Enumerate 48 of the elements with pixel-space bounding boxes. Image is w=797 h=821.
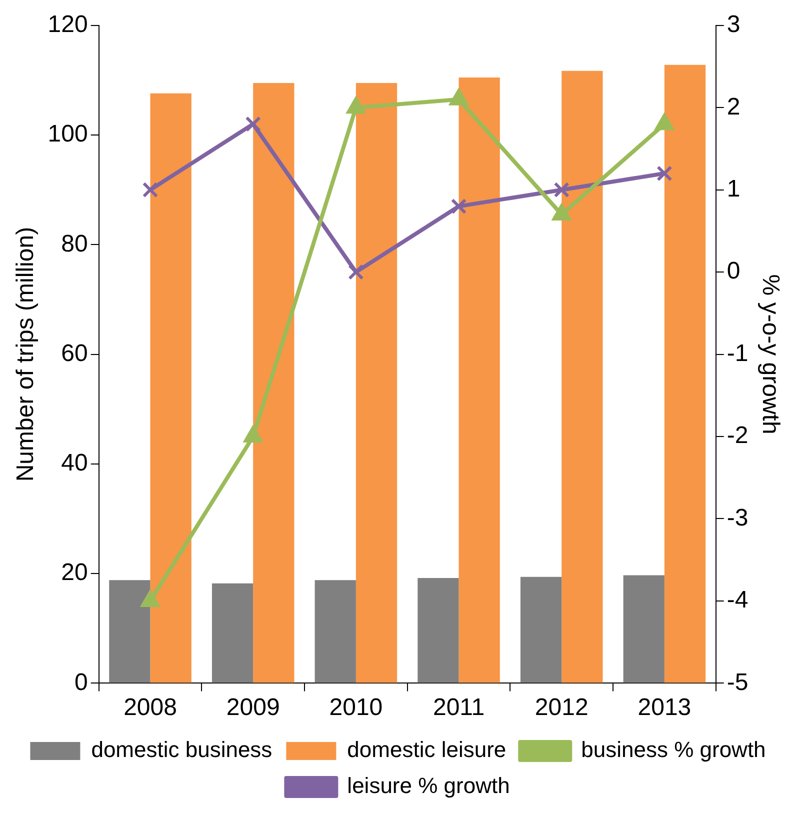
bar <box>520 576 562 683</box>
y2-tick-label: -4 <box>726 586 748 614</box>
y-tick-label: 40 <box>61 450 88 477</box>
legend-label: business % growth <box>581 737 766 762</box>
bar <box>623 575 664 683</box>
point <box>244 426 262 443</box>
y2-tick-label: -1 <box>726 340 748 367</box>
y2-tick-label: 1 <box>726 175 740 202</box>
point <box>140 590 160 607</box>
y2-tick-label: 0 <box>726 258 740 285</box>
bar <box>253 82 294 683</box>
bar <box>314 580 356 683</box>
legend-label: domestic business <box>91 737 272 762</box>
legend-label: leisure % growth <box>347 773 510 798</box>
bar <box>212 583 254 683</box>
y-tick-label: 120 <box>48 11 88 38</box>
y-tick-label: 0 <box>74 668 88 696</box>
bar <box>664 64 706 683</box>
point <box>245 116 261 132</box>
y2-tick-label: 2 <box>726 93 740 120</box>
bar <box>458 77 500 683</box>
x-tick-label: 2009 <box>226 694 280 722</box>
point <box>554 182 570 198</box>
y2-axis-title: % y-o-y growth <box>756 274 784 434</box>
y2-tick-label: -3 <box>726 504 748 532</box>
point <box>450 198 467 214</box>
y-tick-label: 20 <box>61 559 88 586</box>
x-tick-label: 2011 <box>432 694 485 722</box>
x-tick-label: 2012 <box>534 694 588 722</box>
y-tick-label: 80 <box>61 230 88 258</box>
point <box>142 182 158 198</box>
y-tick-label: 60 <box>61 340 88 367</box>
x-tick-label: 2010 <box>329 694 383 722</box>
y2-tick-label: -2 <box>726 422 748 450</box>
y2-tick-label: -5 <box>726 668 748 696</box>
y-tick-label: 100 <box>48 120 88 148</box>
y2-tick-label: 3 <box>726 11 740 38</box>
bar <box>150 93 192 683</box>
bar <box>562 70 603 683</box>
bar <box>418 578 459 683</box>
point <box>348 264 364 280</box>
y-axis-title: Number of trips (million) <box>12 226 40 482</box>
x-tick-label: 2013 <box>638 694 692 722</box>
x-tick-label: 2008 <box>124 694 177 722</box>
point <box>656 166 672 182</box>
bar <box>356 82 398 683</box>
bar <box>109 580 150 683</box>
legend-label: domestic leisure <box>347 737 506 762</box>
